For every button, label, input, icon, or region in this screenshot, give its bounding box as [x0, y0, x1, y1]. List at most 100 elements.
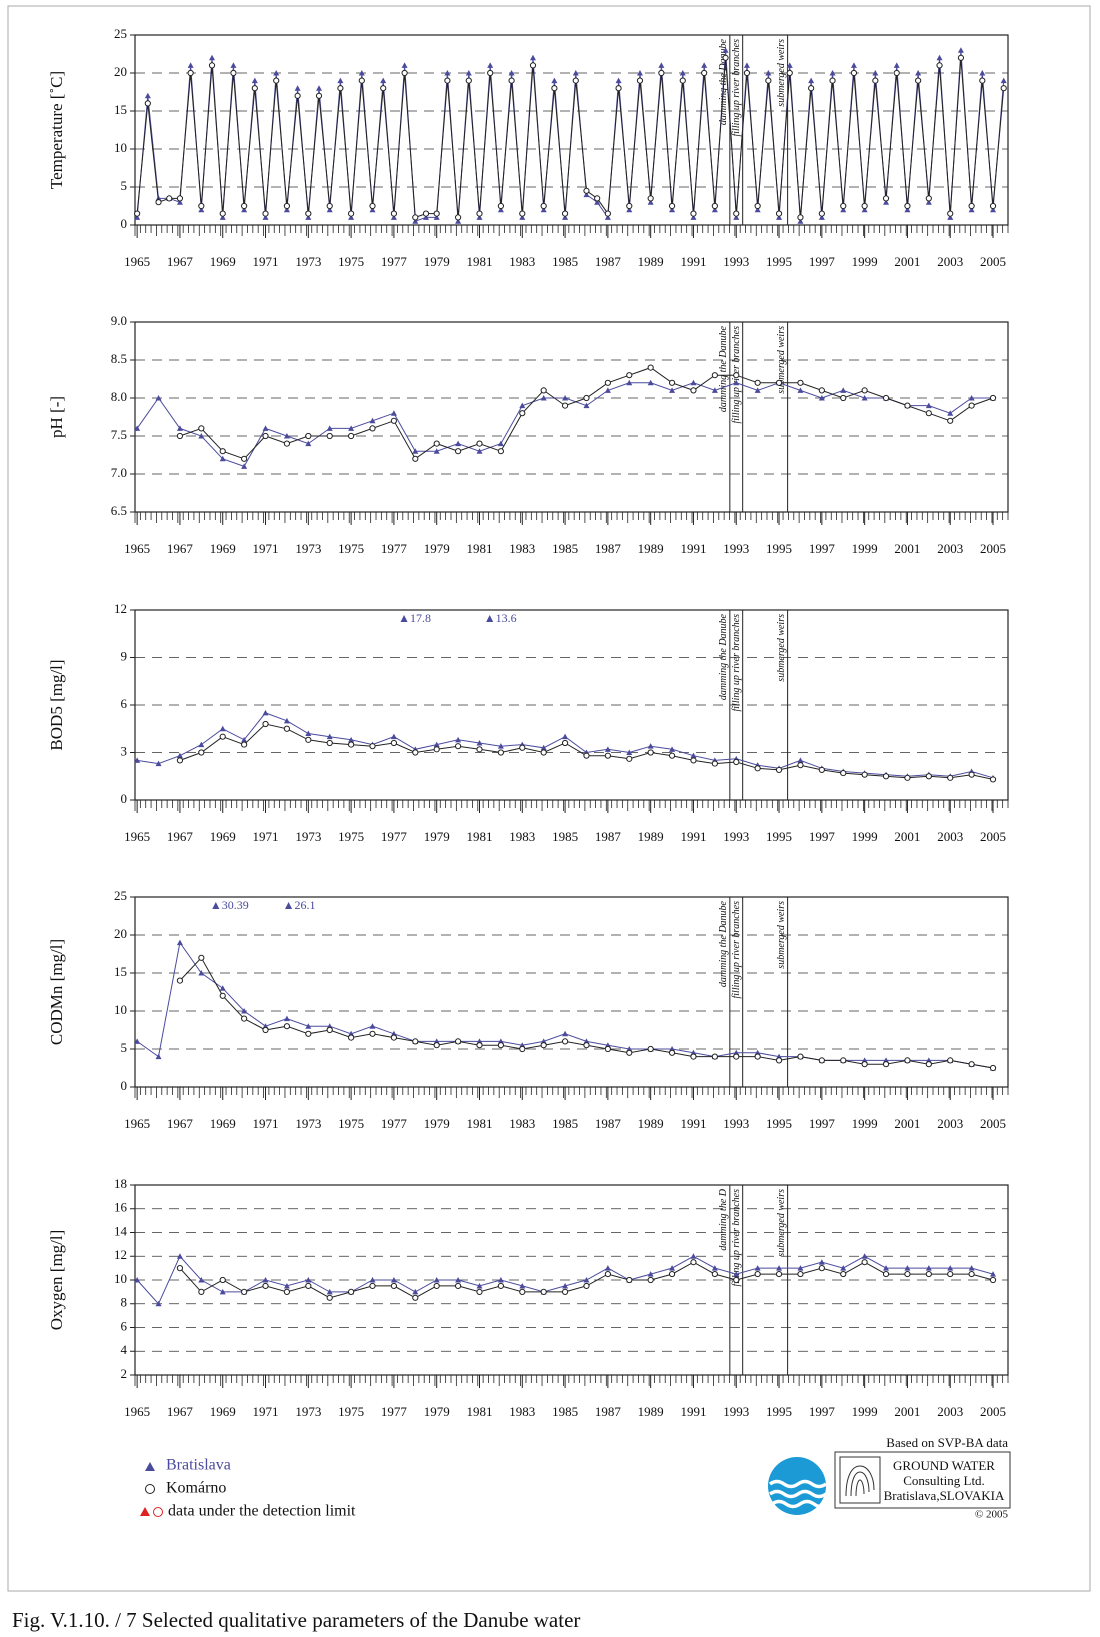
y-tick-label: 25 [114, 26, 127, 41]
point-circle [968, 202, 975, 210]
point-triangle [925, 1265, 932, 1271]
x-tick-label: 2003 [937, 541, 963, 556]
point-circle [754, 1053, 761, 1060]
point-triangle [134, 214, 141, 220]
point-triangle [562, 1282, 569, 1289]
point-triangle [562, 214, 569, 220]
point-circle [615, 85, 622, 92]
point-triangle [925, 199, 932, 205]
point-triangle [883, 1265, 890, 1271]
x-tick-label: 2001 [894, 541, 920, 556]
point-circle [412, 1294, 419, 1301]
point-circle [326, 1026, 333, 1034]
point-triangle [669, 387, 676, 393]
point-circle [454, 1038, 462, 1045]
x-tick-label: 1987 [595, 541, 622, 556]
x-tick-label: 1969 [210, 1116, 236, 1131]
x-tick-label: 1981 [466, 829, 492, 844]
x-tick-label: 1991 [680, 829, 706, 844]
x-tick-label: 1999 [852, 829, 878, 844]
point-circle [968, 771, 975, 778]
point-circle [497, 749, 504, 756]
point-triangle [733, 379, 740, 386]
point-triangle [990, 206, 997, 213]
point-triangle [626, 379, 633, 386]
point-triangle [840, 387, 847, 393]
point-circle [454, 448, 462, 455]
y-axis-label: CODMn [mg/l] [47, 939, 66, 1045]
point-triangle [283, 1015, 290, 1022]
point-triangle [690, 752, 697, 759]
point-circle [947, 1057, 954, 1064]
point-circle [230, 69, 237, 77]
point-triangle [669, 1265, 676, 1271]
point-circle [305, 210, 312, 217]
point-triangle [433, 741, 440, 748]
point-circle [476, 440, 483, 447]
point-triangle [283, 717, 290, 724]
point-triangle [176, 752, 183, 759]
point-circle [155, 199, 162, 206]
point-triangle [455, 440, 462, 447]
point-circle [241, 1288, 248, 1295]
point-circle [775, 210, 783, 217]
point-triangle [519, 402, 526, 409]
point-circle [454, 1282, 462, 1290]
point-triangle [455, 218, 462, 224]
x-tick-label: 1973 [295, 829, 321, 844]
point-circle [326, 202, 333, 210]
point-circle [219, 448, 226, 455]
x-tick-label: 2005 [980, 1404, 1006, 1419]
y-tick-label: 8.5 [111, 351, 127, 366]
point-triangle [562, 395, 569, 401]
point-circle [829, 77, 836, 84]
point-circle [947, 417, 954, 424]
x-tick-label: 1969 [210, 1404, 236, 1419]
event-label: damming the Danube [718, 325, 729, 412]
point-triangle [604, 387, 611, 393]
y-tick-label: 0 [121, 791, 128, 806]
y-tick-label: 12 [114, 1247, 127, 1262]
point-triangle [947, 1265, 954, 1271]
point-circle [754, 1270, 761, 1278]
point-circle [401, 69, 408, 77]
point-triangle [455, 1277, 462, 1283]
point-triangle [155, 760, 162, 767]
point-triangle [369, 417, 376, 424]
point-triangle [711, 206, 718, 213]
point-circle [508, 77, 515, 84]
point-triangle [134, 425, 141, 431]
page-frame [7, 5, 1091, 1592]
point-triangle [540, 206, 547, 213]
point-circle [241, 741, 248, 748]
y-tick-label: 4 [121, 1342, 128, 1357]
plot-frame [134, 34, 1009, 226]
point-triangle [797, 1265, 804, 1271]
point-triangle [369, 1023, 376, 1029]
x-tick-label: 1975 [338, 541, 364, 556]
point-triangle [230, 62, 237, 68]
y-tick-label: 5 [121, 1040, 128, 1055]
point-triangle [690, 379, 697, 386]
point-circle [283, 1288, 291, 1295]
point-triangle [187, 62, 194, 68]
point-circle [561, 1288, 569, 1295]
point-triangle [872, 70, 879, 76]
point-triangle [1000, 77, 1007, 84]
point-circle [850, 69, 858, 77]
x-tick-label: 1999 [852, 1404, 878, 1419]
point-circle [198, 202, 205, 210]
point-triangle [241, 1008, 248, 1014]
point-triangle [444, 70, 451, 76]
point-circle [711, 202, 718, 210]
x-tick-label: 1991 [680, 541, 706, 556]
point-triangle [861, 395, 868, 401]
point-triangle [219, 214, 226, 220]
point-circle [262, 1282, 269, 1290]
x-tick-label: 1993 [723, 1404, 749, 1419]
point-circle [690, 387, 697, 394]
point-circle [219, 1276, 226, 1284]
point-circle [476, 1042, 483, 1049]
company-city: Bratislava,SLOVAKIA [884, 1488, 1005, 1503]
point-triangle [198, 433, 205, 439]
